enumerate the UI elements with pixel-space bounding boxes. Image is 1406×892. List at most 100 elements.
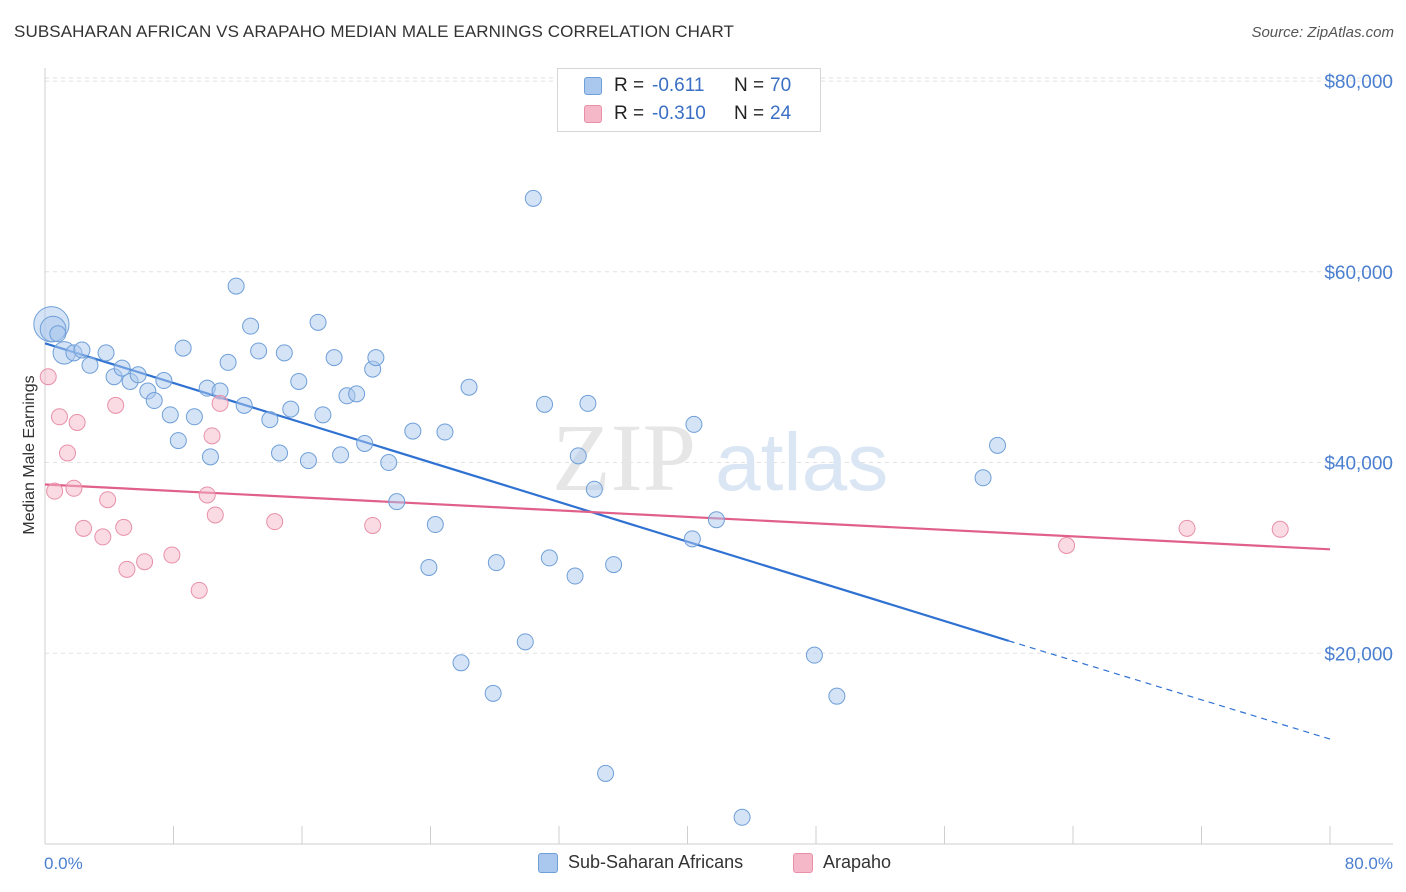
point-subsaharan — [185, 408, 203, 426]
point-subsaharan — [685, 415, 703, 433]
point-subsaharan — [566, 567, 584, 585]
point-subsaharan — [356, 434, 374, 452]
point-subsaharan — [161, 406, 179, 424]
point-subsaharan — [282, 400, 300, 418]
point-subsaharan — [332, 446, 350, 464]
r-label: R = — [614, 75, 645, 96]
point-arapaho — [58, 444, 76, 462]
point-subsaharan — [325, 349, 343, 367]
point-subsaharan — [201, 448, 219, 466]
point-subsaharan — [828, 687, 846, 705]
trend-line-extension-subsaharan — [1008, 640, 1331, 740]
point-arapaho — [163, 546, 181, 564]
point-subsaharan — [733, 808, 751, 826]
y-tick-label: $60,000 — [1324, 263, 1393, 284]
point-subsaharan — [420, 558, 438, 576]
legend-row-arapaho: R = -0.310 N = 24 — [584, 102, 791, 126]
point-subsaharan — [597, 764, 615, 782]
point-subsaharan — [97, 344, 115, 362]
axes — [44, 68, 1393, 845]
point-arapaho — [118, 560, 136, 578]
legend-item-subsaharan[interactable]: Sub-Saharan Africans — [538, 852, 743, 873]
point-arapaho — [65, 479, 83, 497]
point-arapaho — [198, 486, 216, 504]
legend-label: Sub-Saharan Africans — [568, 852, 744, 872]
point-arapaho — [211, 394, 229, 412]
point-subsaharan — [219, 353, 237, 371]
legend-swatch-blue — [584, 77, 602, 95]
point-subsaharan — [81, 356, 99, 374]
n-label: N = — [734, 103, 765, 124]
point-subsaharan — [261, 411, 279, 429]
point-subsaharan — [380, 454, 398, 472]
trend-line-arapaho — [44, 483, 1331, 551]
point-subsaharan — [683, 530, 701, 548]
point-subsaharan — [484, 684, 502, 702]
y-tick-labels: $20,000 $40,000 $60,000 $80,000 — [1324, 72, 1393, 665]
point-arapaho — [46, 482, 64, 500]
point-subsaharan — [460, 378, 478, 396]
stats-legend: R = -0.611 N = 70 R = -0.310 N = 24 — [557, 68, 821, 132]
chart-title: SUBSAHARAN AFRICAN VS ARAPAHO MEDIAN MAL… — [14, 22, 734, 41]
point-arapaho — [136, 553, 154, 571]
point-subsaharan — [227, 277, 245, 295]
point-subsaharan — [367, 349, 385, 367]
point-subsaharan — [516, 633, 534, 651]
r-value: -0.611 — [652, 75, 705, 96]
legend-swatch-pink — [793, 852, 813, 873]
point-subsaharan — [579, 394, 597, 412]
point-subsaharan — [73, 341, 91, 359]
point-subsaharan — [388, 493, 406, 511]
point-subsaharan — [540, 549, 558, 567]
point-subsaharan — [536, 395, 554, 413]
n-label: N = — [734, 75, 765, 96]
x-tick-max-label: 80.0% — [1345, 854, 1393, 873]
x-tick-min-label: 0.0% — [44, 854, 83, 873]
r-value: -0.310 — [652, 103, 706, 124]
point-arapaho — [94, 528, 112, 546]
series-legend: Sub-Saharan Africans Arapaho — [0, 852, 1406, 878]
point-arapaho — [50, 408, 68, 426]
point-subsaharan — [250, 342, 268, 360]
point-arapaho — [266, 513, 284, 531]
point-subsaharan — [113, 359, 131, 377]
point-subsaharan — [805, 646, 823, 664]
point-arapaho — [364, 516, 382, 534]
point-arapaho — [1271, 520, 1289, 538]
legend-swatch-pink — [584, 105, 602, 123]
point-subsaharan — [426, 516, 444, 534]
point-subsaharan — [299, 452, 317, 470]
point-arapaho — [75, 519, 93, 537]
point-arapaho — [107, 396, 125, 414]
point-subsaharan — [585, 480, 603, 498]
y-tick-label: $20,000 — [1324, 644, 1393, 665]
legend-item-arapaho[interactable]: Arapaho — [793, 852, 891, 873]
point-subsaharan — [129, 366, 147, 384]
point-arapaho — [206, 506, 224, 524]
point-subsaharan — [290, 372, 308, 390]
grid-lines — [45, 77, 1393, 654]
y-axis-label: Median Male Earnings — [21, 375, 38, 534]
point-subsaharan — [242, 317, 260, 335]
point-subsaharan — [174, 339, 192, 357]
point-subsaharan — [155, 372, 173, 390]
watermark-atlas: atlas — [715, 417, 888, 508]
point-subsaharan — [452, 654, 470, 672]
point-arapaho — [99, 491, 117, 509]
n-value: 70 — [770, 75, 792, 96]
point-arapaho — [203, 427, 221, 445]
x-tick-labels: 0.0% 80.0% — [44, 854, 1393, 873]
point-subsaharan — [169, 432, 187, 450]
y-tick-label: $40,000 — [1324, 454, 1393, 475]
point-subsaharan — [989, 436, 1007, 454]
data-points — [33, 189, 1289, 826]
legend-row-subsaharan: R = -0.611 N = 70 — [584, 74, 791, 98]
point-arapaho — [1058, 537, 1076, 555]
legend-label: Arapaho — [823, 852, 892, 872]
point-subsaharan — [707, 511, 725, 529]
point-subsaharan — [271, 444, 289, 462]
zipatlas-watermark: ZIP atlas — [552, 404, 888, 511]
legend-swatch-blue — [538, 852, 558, 873]
point-subsaharan — [436, 423, 454, 441]
